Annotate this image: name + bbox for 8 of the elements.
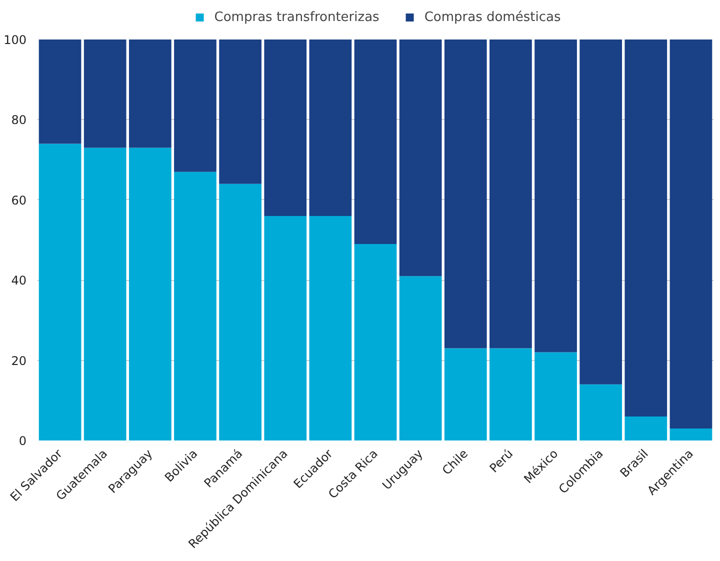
- y-tick-label: 80: [11, 113, 27, 128]
- y-tick-label: 60: [11, 193, 27, 208]
- y-tick-label: 100: [4, 33, 26, 47]
- y-tick-label: 40: [11, 274, 27, 288]
- y-tick-label: 20: [11, 354, 27, 368]
- legend-label: Compras transfronterizas: [214, 10, 380, 24]
- legend-label: Compras domésticas: [424, 10, 561, 24]
- y-tick-label: 0: [18, 434, 27, 448]
